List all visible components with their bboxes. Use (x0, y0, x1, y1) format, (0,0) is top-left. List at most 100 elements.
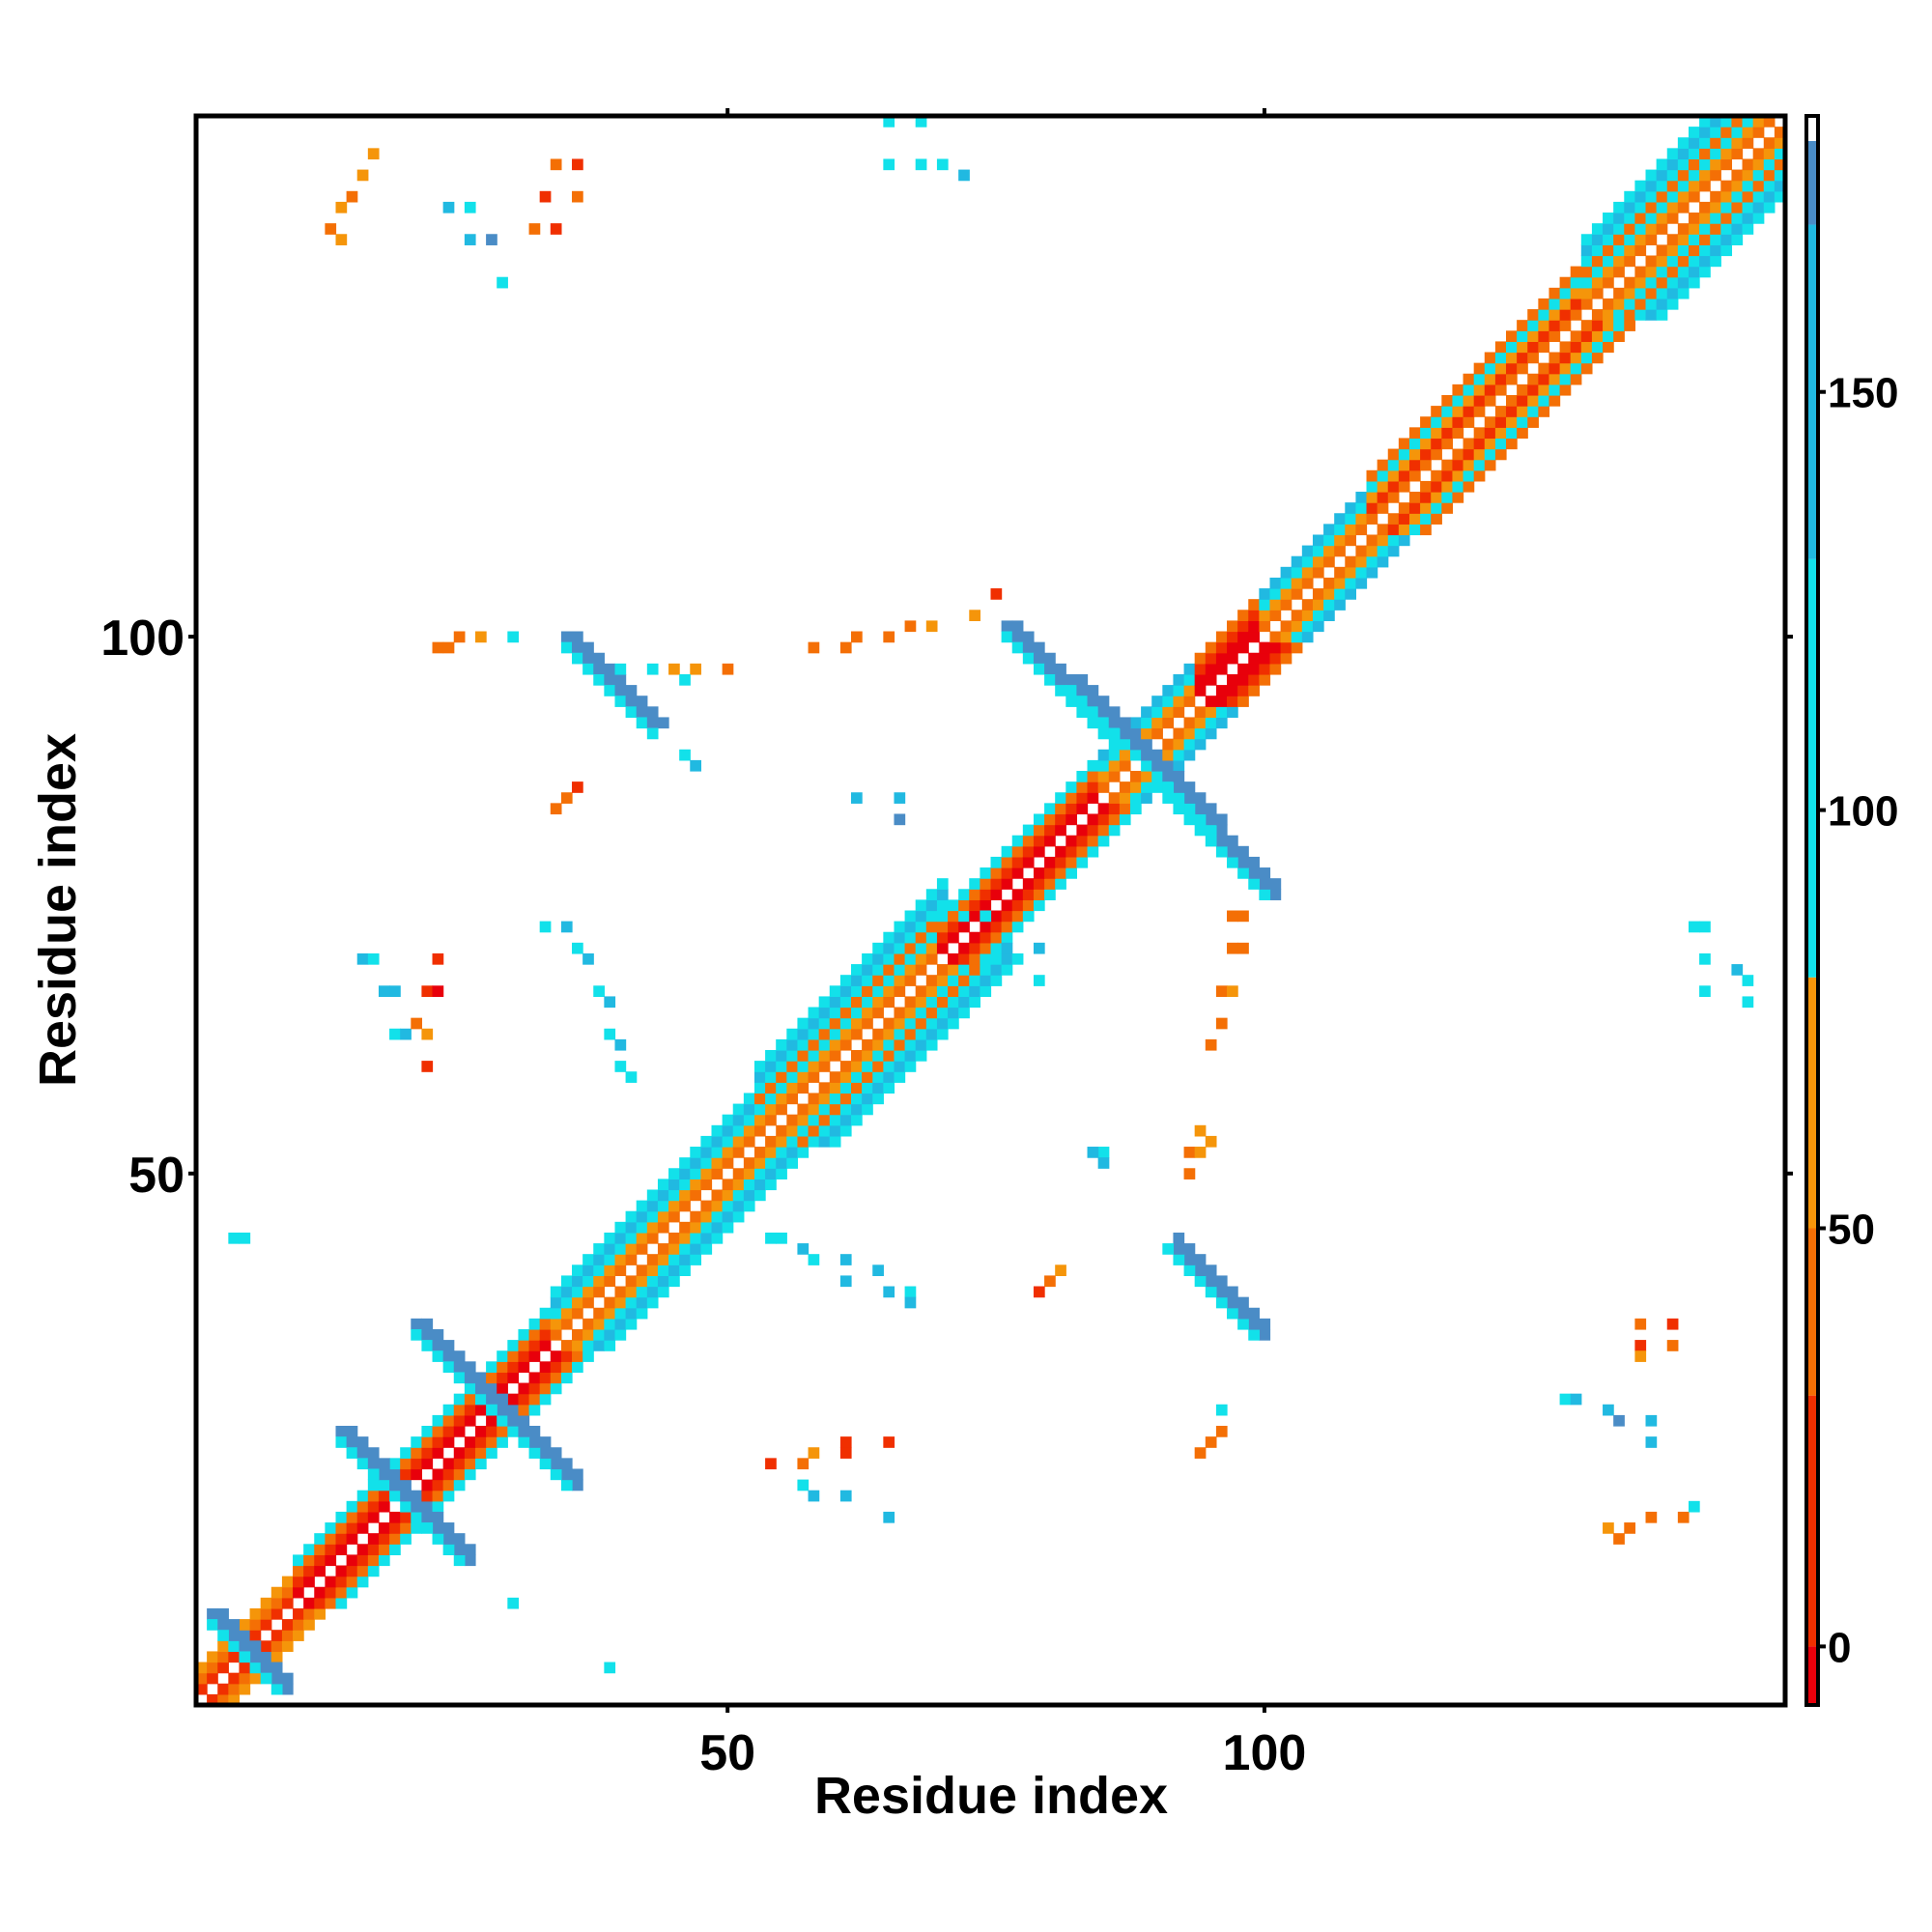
contact-cell (411, 1500, 423, 1513)
contact-cell (1162, 685, 1175, 696)
contact-cell (1634, 287, 1647, 299)
contact-cell (1377, 492, 1389, 503)
contact-cell (969, 964, 980, 976)
contact-cell (1205, 1038, 1217, 1051)
contact-cell (614, 1038, 627, 1051)
contact-cell (474, 1372, 487, 1384)
contact-cell (894, 964, 906, 976)
contact-cell (1194, 663, 1207, 675)
contact-cell (1742, 158, 1754, 171)
contact-cell (528, 1393, 541, 1406)
contact-cell (346, 1426, 358, 1437)
contact-cell (1613, 213, 1625, 224)
contact-cell (442, 641, 455, 654)
contact-cell (862, 1007, 873, 1019)
contact-cell (614, 1307, 627, 1320)
contact-cell (1183, 1243, 1196, 1255)
contact-cell (969, 985, 980, 998)
contact-cell (1731, 180, 1744, 192)
contact-cell (207, 1619, 218, 1631)
contact-cell (486, 1404, 497, 1416)
contact-cell (539, 1458, 552, 1470)
contact-cell (839, 1103, 852, 1116)
contact-cell (1559, 352, 1572, 364)
contact-cell (925, 985, 938, 998)
contact-cell (1044, 663, 1056, 675)
contact-cell (411, 1318, 423, 1330)
contact-cell (228, 1672, 241, 1685)
contact-cell (1291, 610, 1303, 621)
contact-cell (765, 1114, 777, 1126)
contact-cell (872, 1082, 884, 1094)
contact-cell (1237, 685, 1249, 696)
contact-cell (1022, 824, 1035, 837)
contact-cell (1323, 610, 1335, 621)
contact-cell (1366, 469, 1378, 482)
contact-cell (753, 1179, 766, 1191)
contact-cell (1634, 298, 1647, 310)
contact-cell (1613, 287, 1625, 299)
contact-cell (1463, 480, 1475, 493)
contact-cell (915, 158, 927, 171)
contact-cell (582, 1350, 594, 1362)
contact-cell (572, 1264, 583, 1276)
contact-cell (1215, 985, 1228, 998)
contact-cell (1194, 803, 1207, 815)
contact-cell (604, 996, 616, 1009)
contact-cell (657, 1179, 669, 1191)
contact-cell (1259, 599, 1271, 611)
contact-cell (1494, 362, 1507, 375)
contact-cell (636, 1243, 648, 1255)
contact-cell (356, 1447, 369, 1459)
contact-cell (1580, 244, 1593, 257)
contact-cell (1141, 717, 1152, 729)
contact-cell (1774, 180, 1786, 192)
contact-cell (1334, 588, 1346, 600)
contact-cell (1603, 298, 1614, 310)
contact-cell (668, 663, 680, 675)
contact-cell (1398, 480, 1410, 493)
colorbar-segment (1806, 977, 1818, 1229)
contact-cell (936, 878, 949, 890)
contact-cell (528, 1340, 541, 1351)
contact-cell (625, 1071, 638, 1083)
contact-cell (753, 1157, 766, 1169)
contact-cell (1227, 706, 1238, 719)
contact-cell (711, 1200, 724, 1212)
contact-cell (1248, 1307, 1260, 1320)
contact-cell (1001, 910, 1013, 923)
contact-cell (1656, 276, 1668, 289)
contact-cell (1677, 223, 1690, 235)
contact-cell (1666, 190, 1679, 203)
contact-cell (829, 1017, 841, 1030)
contact-cell (690, 1221, 701, 1234)
contact-cell (636, 1221, 648, 1234)
contact-cell (668, 1275, 680, 1288)
contact-cell (743, 1157, 755, 1169)
contact-cell (1517, 362, 1528, 375)
contact-cell (560, 1350, 573, 1362)
contact-cell (293, 1586, 304, 1599)
contact-cell (1731, 234, 1744, 245)
contact-cell (743, 1124, 755, 1137)
contact-cell (980, 899, 992, 912)
contact-cell (293, 1565, 304, 1577)
contact-cell (722, 1189, 734, 1202)
contact-cell (1431, 406, 1442, 417)
contact-cell (442, 1544, 455, 1555)
contact-cell (1752, 148, 1765, 160)
contact-cell (507, 1426, 520, 1437)
contact-cell (1548, 384, 1561, 396)
contact-cell (646, 1275, 659, 1288)
contact-cell (862, 1038, 873, 1051)
contact-cell (442, 1361, 455, 1374)
contact-cell (1215, 1286, 1228, 1298)
contact-cell (432, 1414, 444, 1427)
contact-cell (990, 921, 1003, 933)
contact-cell (614, 1232, 627, 1244)
contact-cell (1001, 921, 1013, 933)
contact-cell (400, 1522, 412, 1534)
contact-cell (646, 663, 659, 675)
contact-cell (1774, 169, 1786, 182)
contact-cell (260, 1607, 272, 1620)
